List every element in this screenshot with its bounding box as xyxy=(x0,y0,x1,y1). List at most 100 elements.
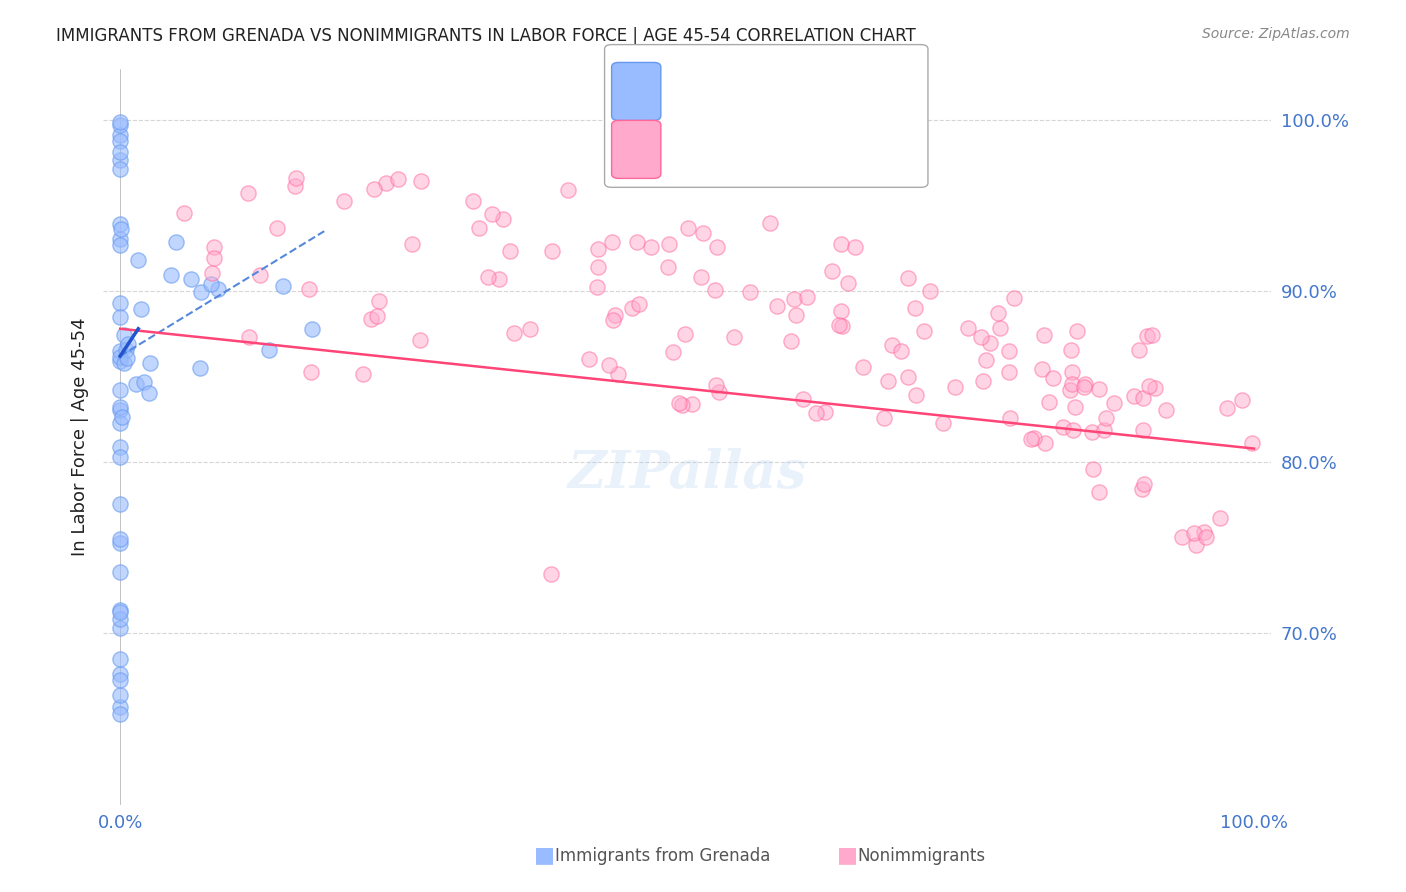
Point xyxy=(108,128,131,142)
Point xyxy=(844,240,866,254)
Point xyxy=(603,308,626,322)
Point xyxy=(1066,325,1088,339)
Point xyxy=(138,386,160,401)
Point xyxy=(108,536,131,550)
Point xyxy=(957,321,980,335)
Point xyxy=(108,667,131,681)
Point xyxy=(998,343,1021,358)
Point xyxy=(586,280,609,294)
Point xyxy=(188,360,211,375)
Point xyxy=(108,232,131,246)
Text: ■: ■ xyxy=(837,846,858,865)
Point xyxy=(360,312,382,326)
Point xyxy=(628,296,651,310)
Point xyxy=(266,221,288,235)
Point xyxy=(108,344,131,359)
Point xyxy=(108,688,131,702)
Point xyxy=(1133,477,1156,491)
Point xyxy=(1192,525,1215,540)
Point xyxy=(125,377,148,392)
Point xyxy=(1171,530,1194,544)
Point xyxy=(387,171,409,186)
Point xyxy=(108,383,131,397)
Point xyxy=(758,216,780,230)
Point xyxy=(662,345,685,359)
Point xyxy=(108,134,131,148)
Point xyxy=(108,153,131,168)
Text: Immigrants from Grenada: Immigrants from Grenada xyxy=(555,847,770,865)
Point xyxy=(1136,328,1159,343)
Point xyxy=(1080,425,1102,440)
Point xyxy=(1032,328,1054,343)
Point xyxy=(876,374,898,388)
Point xyxy=(366,309,388,323)
Point xyxy=(1022,431,1045,445)
Point xyxy=(139,356,162,370)
Point xyxy=(249,268,271,283)
Point xyxy=(108,403,131,417)
Point xyxy=(998,411,1021,425)
Point xyxy=(503,326,526,341)
Point xyxy=(108,217,131,231)
Point xyxy=(1143,381,1166,395)
Point xyxy=(602,313,624,327)
Point xyxy=(821,263,844,277)
Point xyxy=(108,673,131,687)
Point xyxy=(108,440,131,454)
Point xyxy=(970,330,993,344)
Point xyxy=(1042,371,1064,385)
Point xyxy=(681,396,703,410)
Point xyxy=(828,318,851,332)
Point xyxy=(108,707,131,722)
Point xyxy=(852,360,875,375)
Text: R =   0.195   N =   58: R = 0.195 N = 58 xyxy=(665,85,844,103)
Point xyxy=(498,244,520,258)
Point xyxy=(676,221,699,235)
Point xyxy=(785,308,807,322)
Point xyxy=(979,336,1001,351)
Point xyxy=(1182,526,1205,541)
Point xyxy=(831,319,853,334)
Point xyxy=(108,532,131,546)
Point xyxy=(814,405,837,419)
Point xyxy=(108,162,131,177)
Point xyxy=(283,178,305,193)
Point xyxy=(112,327,135,342)
Point xyxy=(108,497,131,511)
Point xyxy=(132,376,155,390)
Point xyxy=(918,285,941,299)
Point xyxy=(541,244,564,258)
Point xyxy=(1087,383,1109,397)
Point xyxy=(998,365,1021,379)
Point xyxy=(129,301,152,316)
Point xyxy=(904,301,927,315)
Point xyxy=(112,356,135,370)
Text: ZIPallas: ZIPallas xyxy=(568,448,807,499)
Point xyxy=(1128,343,1150,357)
Point xyxy=(890,344,912,359)
Point xyxy=(207,282,229,296)
Point xyxy=(1195,530,1218,544)
Point xyxy=(108,612,131,626)
Point xyxy=(943,380,966,394)
Point xyxy=(1216,401,1239,416)
Point xyxy=(557,183,579,197)
Point xyxy=(1062,376,1084,391)
Point xyxy=(779,334,801,349)
Point xyxy=(1209,510,1232,524)
Point xyxy=(1184,538,1206,552)
Point xyxy=(108,566,131,580)
Point xyxy=(108,295,131,310)
Point xyxy=(1154,403,1177,417)
Point xyxy=(837,276,859,290)
Point xyxy=(165,235,187,249)
Point xyxy=(1060,343,1083,358)
Point xyxy=(160,268,183,282)
Point xyxy=(1140,328,1163,343)
Point xyxy=(796,290,818,304)
Point xyxy=(897,370,920,384)
Point xyxy=(374,177,396,191)
Point xyxy=(1132,391,1154,405)
Point xyxy=(519,321,541,335)
Point xyxy=(202,251,225,265)
